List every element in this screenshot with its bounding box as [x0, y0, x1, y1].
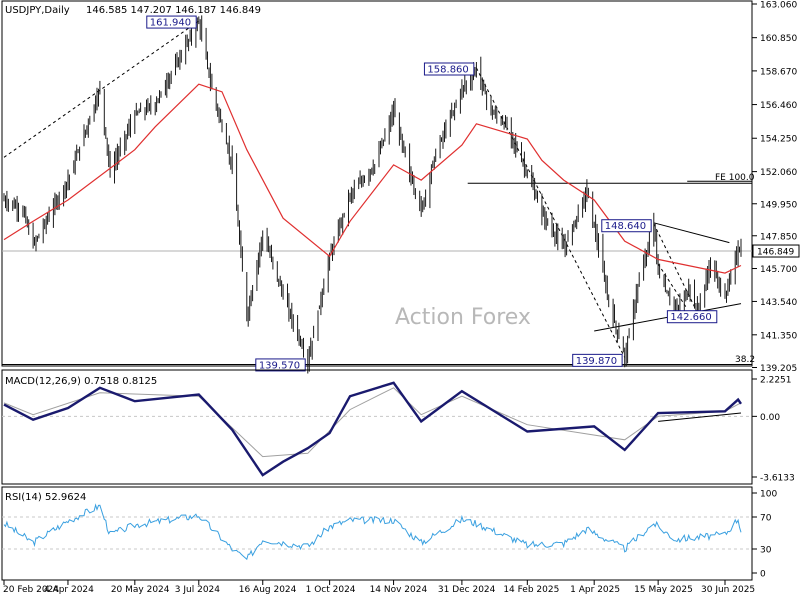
time-tick-label: 14 Nov 2024: [370, 585, 428, 595]
price-tick-label: 139.205: [760, 364, 797, 374]
rsi-panel-frame: [1, 486, 753, 581]
price-tick-label: 141.350: [760, 331, 797, 341]
price-tick-label: 143.540: [760, 298, 797, 308]
macd-tick-label: -3.6133: [760, 474, 795, 484]
time-tick-label: 1 Oct 2024: [306, 585, 356, 595]
rsi-tick-label: 30: [760, 546, 772, 556]
macd-trend-line: [658, 412, 742, 422]
high-label: 161.940: [150, 18, 191, 29]
high-label-2-box: [601, 219, 652, 233]
price-annotations: 161.940 139.570 158.860 139.870 148.640 142.6…: [146, 15, 718, 372]
high-label-box: [146, 15, 197, 29]
time-tick-label: 16 Aug 2024: [239, 585, 297, 595]
macd-panel: 2.2251 0.00 -3.6133 MACD(12,26,9) 0.7518 0…: [1, 369, 795, 485]
time-tick-label: 14 Feb 2025: [503, 585, 559, 595]
low-label-1-box: [255, 358, 306, 372]
current-price-label: 146.849: [757, 248, 794, 258]
time-tick-label: 31 Dec 2024: [438, 585, 496, 595]
price-tick-label: 163.060: [760, 1, 797, 11]
fib-label: 38.2: [735, 355, 755, 365]
quote-label: 146.585 147.207 146.187 146.849: [86, 5, 261, 16]
price-tick-label: 154.250: [760, 135, 797, 145]
macd-panel-frame: [1, 369, 753, 485]
macd-grid: 2.2251 0.00 -3.6133: [2, 376, 795, 484]
rsi-tick-label: 70: [760, 514, 772, 524]
triangle-upper-line: [653, 222, 730, 244]
macd-tick-label: 2.2251: [760, 376, 792, 386]
price-tick-label: 160.850: [760, 34, 797, 44]
macd-trend-line: [658, 412, 742, 422]
dashed-trend-line: [653, 223, 698, 313]
dashed-trend-line: [3, 20, 200, 158]
swing-low-label: 139.870: [576, 356, 617, 367]
macd-tick-label: 0.00: [760, 413, 780, 423]
watermark: Action Forex: [395, 305, 531, 330]
macd-title: MACD(12,26,9) 0.7518 0.8125: [5, 376, 157, 387]
macd-line: [3, 381, 742, 477]
time-tick-label: 20 Feb 2024: [3, 585, 59, 595]
price-tick-label: 152.060: [760, 168, 797, 178]
swing-high-label: 158.860: [427, 64, 468, 75]
moving-average-line: [3, 83, 742, 274]
time-tick-label: 1 Apr 2025: [570, 585, 620, 595]
dashed-trend-line: [657, 263, 687, 307]
time-tick-label: 4 Apr 2024: [44, 585, 94, 595]
low-label-2: 142.660: [670, 312, 711, 323]
low-label-2-box: [666, 310, 718, 324]
price-tick-label: 145.700: [760, 265, 797, 275]
time-tick-label: 15 May 2025: [634, 585, 693, 595]
current-price-box: [752, 244, 800, 258]
price-tick-label: 149.950: [760, 200, 797, 210]
rsi-tick-label: 100: [760, 490, 777, 500]
rsi-panel: 100 70 30 0 RSI(14) 52.9624: [1, 486, 777, 581]
swing-low-label-box: [572, 353, 623, 367]
price-tick-label: 156.460: [760, 101, 797, 111]
price-panel: 163.060 160.850 158.670 156.460 154.250 152.0…: [1, 0, 800, 374]
time-tick-label: 3 Jul 2024: [175, 585, 220, 595]
high-label-2: 148.640: [605, 221, 646, 232]
rsi-line: [3, 503, 742, 561]
fe-label: FE 100.0: [715, 173, 755, 183]
symbol-label: USDJPY,Daily: [5, 5, 70, 16]
price-grid: 163.060 160.850 158.670 156.460 154.250 152.0…: [2, 1, 800, 374]
low-label-1: 139.570: [259, 360, 300, 371]
swing-high-label-box: [423, 62, 475, 76]
time-tick-label: 20 May 2024: [111, 585, 170, 595]
candles: [3, 15, 742, 374]
rsi-tick-label: 0: [760, 570, 766, 580]
rsi-title: RSI(14) 52.9624: [5, 492, 86, 503]
price-tick-label: 147.850: [760, 232, 797, 242]
price-tick-label: 158.670: [760, 67, 797, 77]
time-tick-label: 30 Jun 2025: [701, 585, 755, 595]
trend-lines: FE 100.0 38.2: [2, 20, 755, 366]
